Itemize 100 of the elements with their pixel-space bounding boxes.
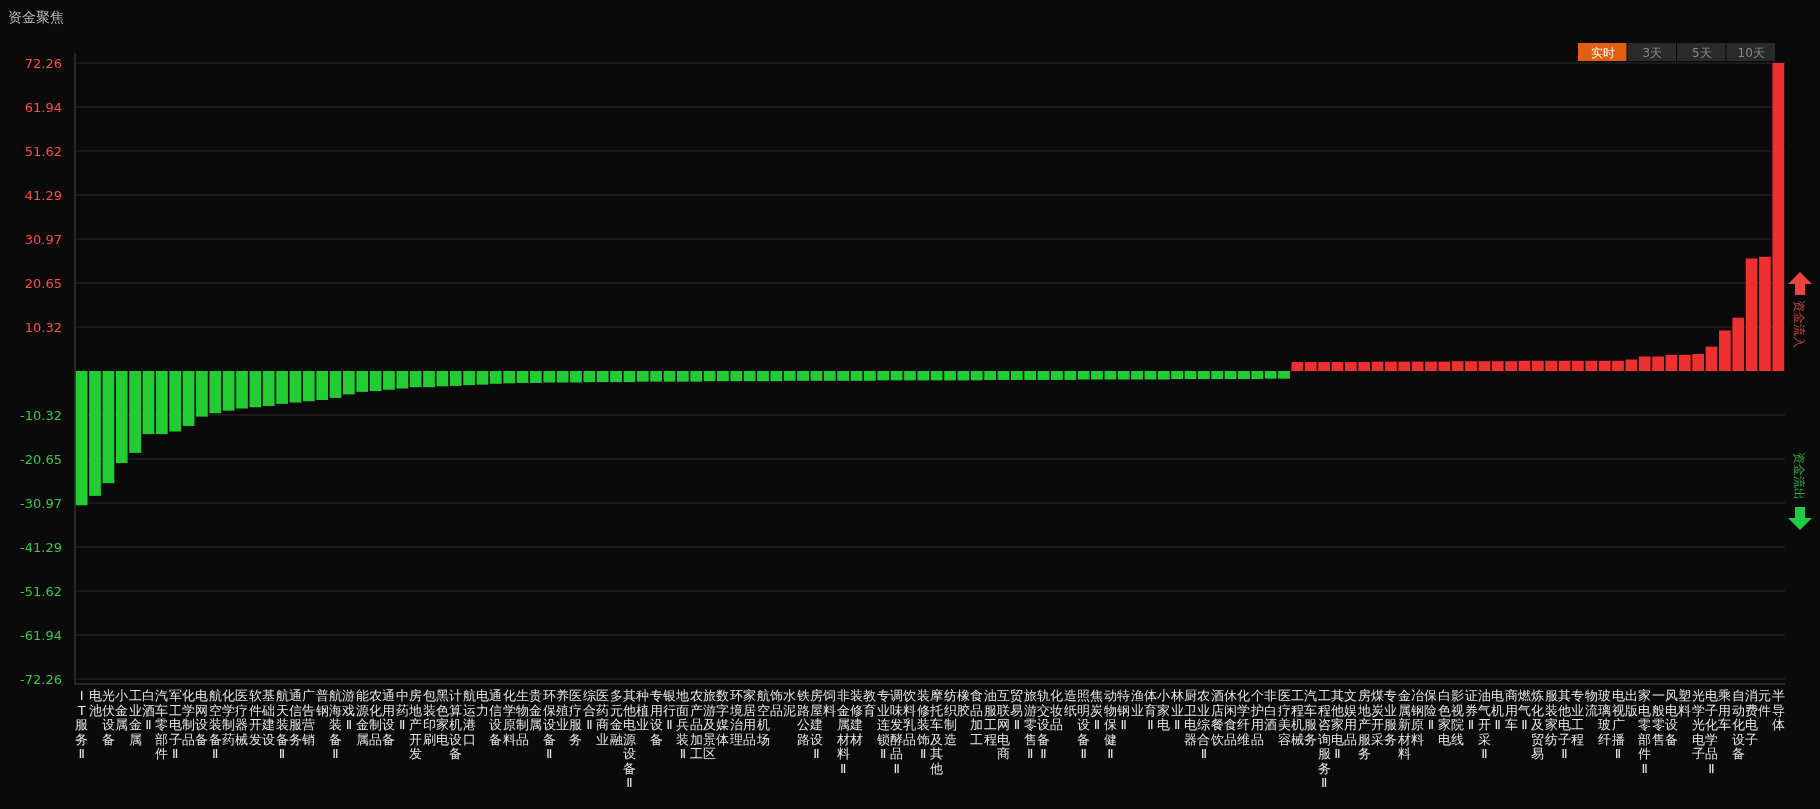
- x-tick-label: 照明设备Ⅱ: [1077, 688, 1091, 761]
- x-tick-label: 饰品: [768, 688, 783, 718]
- bar: [1518, 360, 1531, 371]
- x-tick-label: 医疗服务: [569, 688, 583, 747]
- x-tick-label: 航空装备Ⅱ: [208, 688, 222, 761]
- x-tick-label: 专业服务: [1384, 688, 1398, 747]
- x-tick-label: 白色家电: [1437, 688, 1451, 747]
- x-tick-label: 金属新材料: [1396, 688, 1411, 761]
- x-tick-label: 玻璃玻纤: [1598, 688, 1612, 747]
- x-tick-label: 小金属: [115, 688, 129, 732]
- x-tick-label: 医疗美容: [1277, 688, 1291, 747]
- y-tick-label: -61.94: [20, 628, 62, 644]
- x-tick-label: 互联网电商: [996, 688, 1010, 761]
- x-tick-label: 房地产开发: [408, 688, 423, 761]
- x-tick-label: 环保设备Ⅱ: [542, 688, 556, 761]
- bar: [329, 371, 342, 398]
- x-tick-label: 游戏Ⅱ: [342, 688, 356, 732]
- bar: [556, 371, 569, 383]
- x-tick-label: 软件开发: [248, 688, 262, 747]
- x-tick-label: 贵金属: [529, 688, 543, 732]
- x-tick-label: 厨卫电器: [1184, 688, 1198, 747]
- x-tick-label: 环境治理: [728, 688, 743, 747]
- x-tick-label: 渔业: [1130, 688, 1144, 718]
- bar: [810, 371, 823, 381]
- bar: [957, 371, 970, 381]
- x-tick-label: 家居用品: [743, 688, 757, 747]
- x-tick-label: 通信服务: [288, 688, 302, 747]
- x-tick-label: 消费电子: [1745, 688, 1759, 747]
- x-tick-label: 房地产服务: [1356, 688, 1371, 761]
- x-tick-label: 动物保健Ⅱ: [1103, 688, 1117, 761]
- x-tick-label: 焦炭Ⅱ: [1090, 688, 1104, 732]
- bar: [1558, 360, 1571, 371]
- x-tick-label: 非白酒: [1264, 688, 1278, 732]
- x-tick-label: 休闲食品: [1224, 688, 1238, 747]
- x-tick-label: 航天装备Ⅱ: [275, 688, 289, 761]
- x-tick-label: IT服务Ⅱ: [75, 688, 89, 761]
- x-tick-label: 摩托车及其他: [929, 688, 944, 776]
- y-tick-label: 61.94: [24, 99, 62, 115]
- bar: [1291, 362, 1304, 371]
- x-tick-label: 其他家电Ⅱ: [1330, 688, 1344, 761]
- x-tick-label: 饮料乳品: [902, 688, 917, 747]
- bar: [1224, 371, 1237, 380]
- text: 资金流出: [1792, 452, 1806, 500]
- x-tick-label: 光伏设备: [101, 688, 115, 747]
- x-tick-label: 特钢Ⅱ: [1116, 688, 1131, 732]
- bar: [142, 371, 155, 435]
- x-tick-label: 小家电: [1157, 688, 1171, 732]
- x-tick-label: 油服工程: [983, 688, 997, 747]
- x-tick-label: 个护用品: [1249, 688, 1264, 747]
- x-tick-label: 航空机场: [755, 688, 770, 747]
- x-tick-label: 化妆品: [1050, 688, 1064, 732]
- x-tick-label: 煤炭开采: [1371, 688, 1385, 747]
- x-tick-label: 铁路公路: [795, 688, 810, 747]
- bar: [1745, 258, 1758, 371]
- x-tick-label: 工程机械: [1290, 688, 1304, 747]
- x-tick-label: 电视广播Ⅱ: [1611, 688, 1625, 761]
- x-tick-label: 多元金融: [609, 688, 623, 747]
- x-tick-label: 其他电源设备Ⅱ: [622, 688, 636, 790]
- x-tick-label: 医疗器械: [235, 688, 249, 747]
- bar: [1184, 371, 1197, 380]
- bar: [476, 371, 489, 385]
- x-tick-label: 出版: [1624, 688, 1638, 718]
- y-tick-label: 10.32: [24, 320, 62, 336]
- x-tick-label: 计算机设备: [449, 688, 463, 761]
- bar: [516, 371, 529, 383]
- button: 10天: [1726, 43, 1775, 61]
- y-tick-label: -20.65: [20, 452, 62, 468]
- x-tick-label: 广告营销: [301, 688, 316, 747]
- x-tick-label: 通用设备: [382, 688, 396, 747]
- x-tick-label: 农化制品: [369, 688, 383, 747]
- button: 3天: [1627, 43, 1676, 61]
- x-tick-label: 电子化学品Ⅱ: [1705, 688, 1719, 776]
- bar: [1371, 361, 1384, 371]
- x-tick-label: 影视院线: [1451, 688, 1465, 747]
- x-tick-label: 半导体: [1771, 688, 1785, 732]
- x-tick-label: 教育: [863, 688, 877, 718]
- y-tick-label: 30.97: [24, 231, 62, 247]
- bar: [182, 371, 195, 426]
- x-tick-label: 体育Ⅱ: [1143, 688, 1157, 732]
- x-tick-label: 贸易Ⅱ: [1010, 688, 1024, 732]
- bar: [436, 371, 449, 387]
- x-tick-label: 农业综合Ⅱ: [1197, 688, 1211, 761]
- x-tick-label: 黑色家电: [435, 688, 449, 747]
- y-tick-label: 51.62: [24, 143, 62, 159]
- x-tick-label: 普钢: [314, 688, 329, 718]
- x-tick-label: 其他电子Ⅱ: [1558, 688, 1572, 761]
- button: 实时: [1578, 43, 1627, 61]
- x-tick-label: 通信设备: [489, 688, 503, 747]
- x-tick-label: 橡胶: [956, 688, 970, 718]
- x-tick-label: 化学原料: [502, 688, 516, 747]
- x-tick-label: 乘用车: [1718, 688, 1732, 732]
- bar: [997, 371, 1010, 380]
- x-tick-label: 航运港口: [462, 688, 476, 747]
- x-tick-label: 中药Ⅱ: [395, 688, 409, 732]
- x-tick-label: 油气开采Ⅱ: [1477, 688, 1491, 761]
- x-tick-label: 农产品加工: [689, 688, 703, 761]
- x-tick-label: 自动化设备: [1731, 688, 1745, 761]
- x-tick-label: 文娱用品: [1344, 688, 1358, 747]
- x-tick-label: 地面兵装Ⅱ: [675, 688, 690, 761]
- bar: [1331, 362, 1344, 371]
